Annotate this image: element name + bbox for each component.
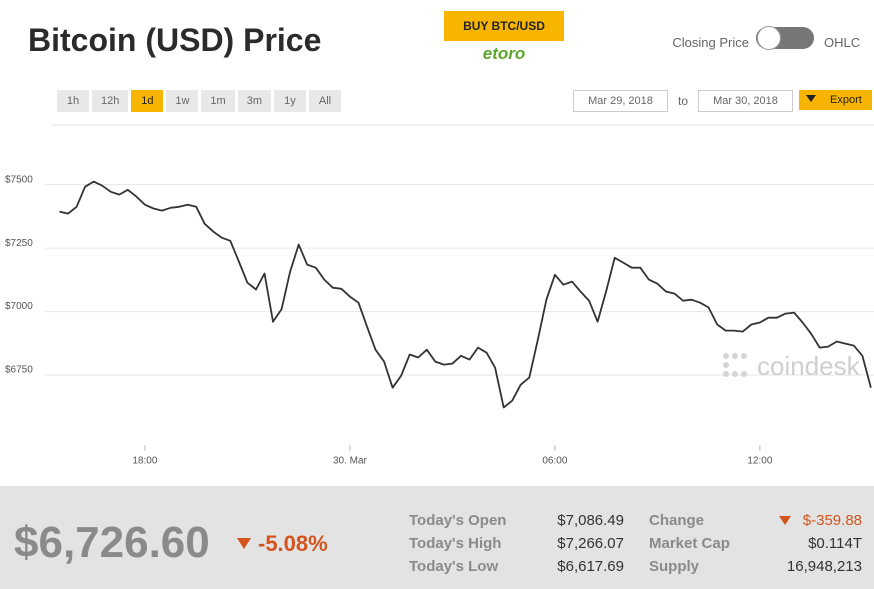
change-percent: -5.08%	[258, 531, 328, 556]
buy-button[interactable]: BUY BTC/USD	[444, 11, 564, 41]
stat-value: $7,266.07	[557, 535, 624, 552]
toggle-knob	[757, 26, 781, 50]
export-label: Export	[830, 94, 862, 106]
stat-value: 16,948,213	[786, 558, 862, 575]
stat-value: $7,086.49	[557, 512, 624, 529]
down-arrow	[779, 516, 791, 525]
date-input[interactable]: Mar 29, 2018	[573, 90, 668, 112]
export-icon	[806, 95, 816, 102]
x-tick-label: 30. Mar	[333, 456, 368, 467]
y-tick-label: $6750	[5, 365, 33, 376]
range-button[interactable]: 1w	[166, 90, 199, 112]
stat-value: $0.114T	[808, 535, 862, 552]
range-button[interactable]: 12h	[92, 90, 129, 112]
stat-label: Today's Open	[409, 512, 507, 529]
y-tick-label: $7000	[5, 301, 33, 312]
chart: $6750 $7000 $7250 $7500 18:00 30. Mar 06:00 12:…	[5, 124, 874, 467]
page-title: Bitcoin (USD) Price	[28, 22, 322, 58]
stat-label: Change	[649, 512, 705, 529]
y-tick-label: $7500	[5, 174, 33, 185]
range-button[interactable]: 1h	[57, 90, 89, 112]
x-tick-label: 06:00	[542, 456, 567, 467]
toggle-label: OHLC	[824, 35, 861, 50]
range-button[interactable]: 1y	[273, 90, 306, 112]
down-arrow	[237, 538, 251, 549]
current-price: $6,726.60	[14, 518, 210, 567]
date-input[interactable]: Mar 30, 2018	[698, 90, 793, 112]
stat-label: Today's Low	[409, 558, 499, 575]
export-button[interactable]: Export	[799, 90, 872, 110]
range-button[interactable]: 3m	[237, 90, 271, 112]
range-button[interactable]: All	[308, 90, 341, 112]
range-button[interactable]: 1m	[201, 90, 235, 112]
date-separator: to	[678, 94, 689, 108]
y-tick-label: $7250	[5, 238, 33, 249]
watermark-icon	[723, 353, 747, 377]
watermark: coindesk	[757, 351, 860, 381]
range-buttons: 1h 12h 1d 1w 1m 3m 1y All	[57, 90, 341, 112]
price-line	[59, 180, 872, 409]
stat-label: Today's High	[409, 535, 502, 552]
broker-logo: etoro	[482, 44, 526, 63]
range-button[interactable]: 1d	[131, 90, 164, 112]
toggle-label: Closing Price	[672, 35, 749, 50]
stat-value: $-359.88	[802, 512, 862, 529]
stat-label: Supply	[649, 558, 700, 575]
x-tick-label: 18:00	[132, 456, 157, 467]
summary-panel	[0, 486, 874, 589]
stat-value: $6,617.69	[557, 558, 624, 575]
x-tick-label: 12:00	[747, 456, 772, 467]
stat-label: Market Cap	[649, 535, 730, 552]
